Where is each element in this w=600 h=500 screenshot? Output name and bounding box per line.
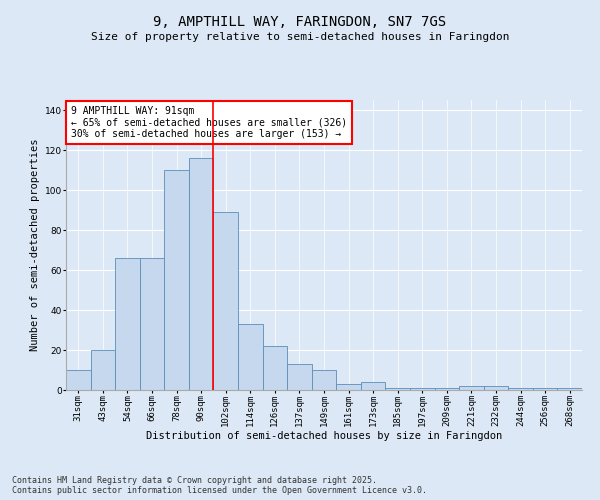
Bar xyxy=(164,170,189,390)
X-axis label: Distribution of semi-detached houses by size in Faringdon: Distribution of semi-detached houses by … xyxy=(146,430,502,440)
Bar xyxy=(508,388,533,390)
Bar xyxy=(533,388,557,390)
Bar xyxy=(361,382,385,390)
Bar xyxy=(115,258,140,390)
Bar xyxy=(410,388,434,390)
Bar xyxy=(484,386,508,390)
Y-axis label: Number of semi-detached properties: Number of semi-detached properties xyxy=(31,138,40,352)
Bar xyxy=(434,388,459,390)
Bar xyxy=(214,212,238,390)
Bar xyxy=(238,324,263,390)
Bar xyxy=(312,370,336,390)
Bar xyxy=(287,364,312,390)
Bar xyxy=(557,388,582,390)
Text: Contains HM Land Registry data © Crown copyright and database right 2025.
Contai: Contains HM Land Registry data © Crown c… xyxy=(12,476,427,495)
Bar xyxy=(385,388,410,390)
Text: 9, AMPTHILL WAY, FARINGDON, SN7 7GS: 9, AMPTHILL WAY, FARINGDON, SN7 7GS xyxy=(154,15,446,29)
Bar xyxy=(91,350,115,390)
Text: 9 AMPTHILL WAY: 91sqm
← 65% of semi-detached houses are smaller (326)
30% of sem: 9 AMPTHILL WAY: 91sqm ← 65% of semi-deta… xyxy=(71,106,347,139)
Bar xyxy=(263,346,287,390)
Text: Size of property relative to semi-detached houses in Faringdon: Size of property relative to semi-detach… xyxy=(91,32,509,42)
Bar xyxy=(336,384,361,390)
Bar xyxy=(189,158,214,390)
Bar xyxy=(66,370,91,390)
Bar xyxy=(140,258,164,390)
Bar xyxy=(459,386,484,390)
